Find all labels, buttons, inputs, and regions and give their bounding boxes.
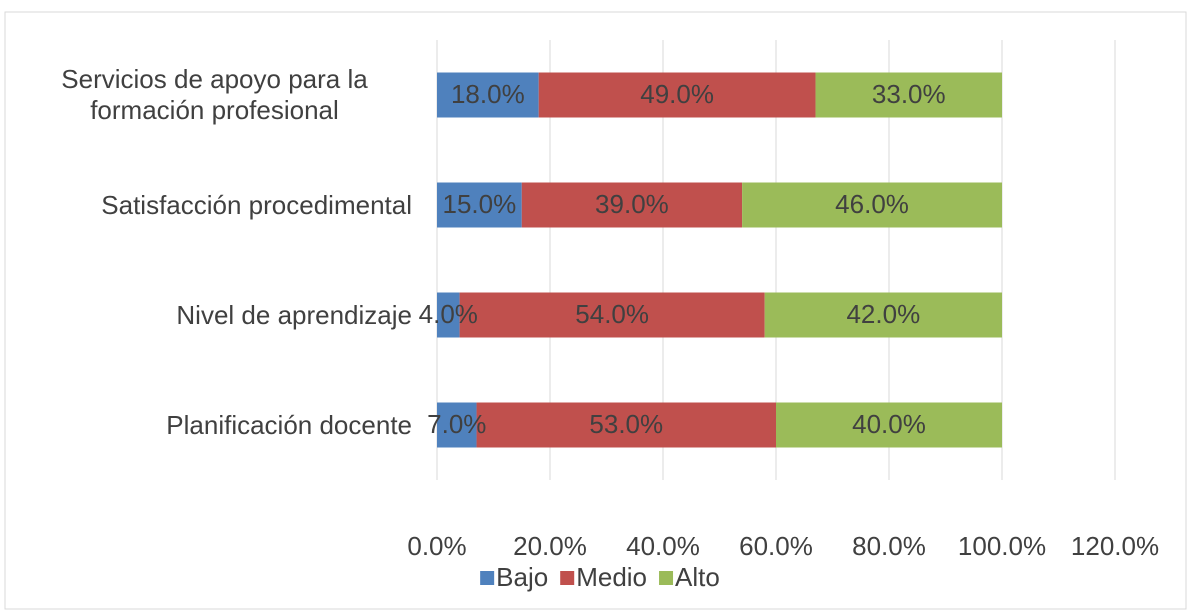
x-tick-label: 100.0% <box>958 531 1046 561</box>
bar-segment <box>437 292 460 338</box>
legend-swatch <box>560 571 575 585</box>
x-tick-label: 20.0% <box>513 531 587 561</box>
bar-segment <box>437 402 477 448</box>
x-tick-label: 80.0% <box>852 531 926 561</box>
data-label: 39.0% <box>595 189 669 219</box>
data-label: 33.0% <box>872 79 946 109</box>
bar-segment <box>437 182 522 228</box>
bar-segment <box>538 72 816 118</box>
legend-label: Alto <box>675 562 720 592</box>
bar-segment <box>521 182 743 228</box>
category-label-box: Nivel de aprendizaje <box>12 265 412 365</box>
x-tick-label: 0.0% <box>407 531 466 561</box>
bar-segment <box>476 402 776 448</box>
bar-segment <box>764 292 1002 338</box>
category-label-box: Planificación docente <box>12 375 412 475</box>
legend-swatch <box>659 571 674 585</box>
chart-border <box>4 11 1187 610</box>
x-tick-label: 60.0% <box>739 531 813 561</box>
data-label: 49.0% <box>640 79 714 109</box>
bar-segment <box>815 72 1002 118</box>
category-label-box: Satisfacción procedimental <box>12 155 412 255</box>
x-tick-label: 120.0% <box>1071 531 1159 561</box>
data-label: 18.0% <box>451 79 525 109</box>
data-label: 54.0% <box>575 299 649 329</box>
data-label: 42.0% <box>846 299 920 329</box>
data-label: 40.0% <box>852 409 926 439</box>
data-label: 7.0% <box>427 409 486 439</box>
bar-segment <box>437 72 539 118</box>
x-tick-label: 40.0% <box>626 531 700 561</box>
legend-label: Medio <box>576 562 647 592</box>
bar-segment <box>459 292 765 338</box>
category-label-box: Servicios de apoyo para la formación pro… <box>12 45 412 145</box>
y-tick-label: Satisfacción procedimental <box>101 189 412 220</box>
legend-swatch <box>480 571 495 585</box>
legend-label: Bajo <box>496 562 548 592</box>
y-tick-label: Planificación docente <box>166 409 412 440</box>
bar-segment <box>742 182 1002 228</box>
y-tick-label: Nivel de aprendizaje <box>176 299 412 330</box>
data-label: 46.0% <box>835 189 909 219</box>
bar-segment <box>776 402 1002 448</box>
y-tick-label: Servicios de apoyo para la formación pro… <box>61 64 368 125</box>
data-label: 53.0% <box>589 409 663 439</box>
data-label: 4.0% <box>419 299 478 329</box>
data-label: 15.0% <box>443 189 517 219</box>
